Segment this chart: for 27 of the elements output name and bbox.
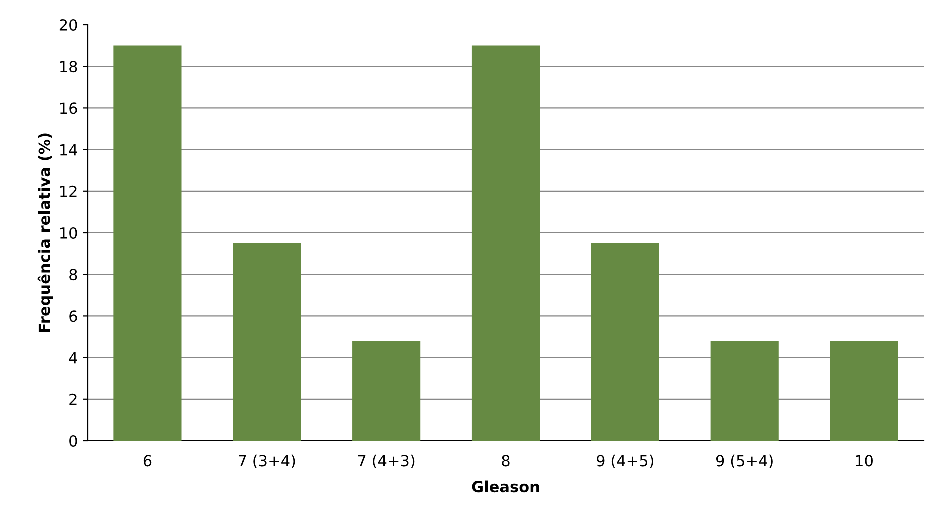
x-tick-label: 10 [856,455,873,467]
bar [710,341,779,441]
x-tick-label: 9 (4+5) [597,454,654,469]
y-tick-label: 6 [70,310,78,322]
y-tick-label: 4 [69,352,78,364]
y-tick-label: 14 [60,144,78,156]
y-tick-label: 16 [60,102,78,114]
y-tick-label: 10 [60,227,78,240]
y-tick-label: 20 [60,19,78,32]
bar [114,46,182,441]
y-tick-label: 18 [60,61,78,73]
y-axis-title: Frequência relativa (%) [38,134,54,332]
y-tick-label: 12 [60,186,77,198]
x-tick-label: 6 [144,455,152,467]
y-tick-label: 0 [70,435,78,448]
bar [472,46,540,441]
bar [591,243,660,441]
x-tick-label: 7 (4+3) [358,454,415,469]
y-tick-label: 8 [70,269,78,281]
bar [233,243,302,441]
x-axis-title: Gleason [472,480,540,493]
bar [830,341,898,441]
y-tick-label: 2 [70,394,77,406]
x-tick-label: 7 (3+4) [239,454,296,469]
x-tick-label: 9 (5+4) [716,454,773,469]
bar [352,341,421,441]
x-tick-label: 8 [502,455,510,467]
